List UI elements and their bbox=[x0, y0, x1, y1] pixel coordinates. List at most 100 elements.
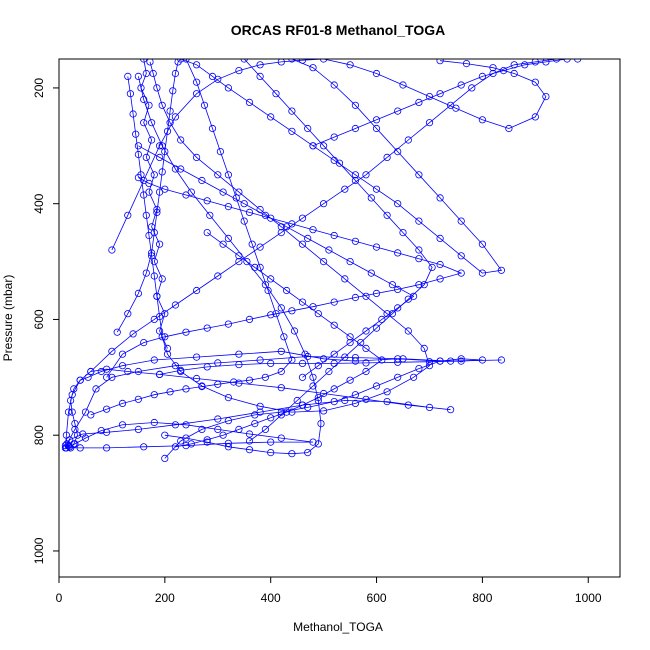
data-point bbox=[446, 406, 455, 414]
data-point bbox=[245, 376, 254, 384]
series-line bbox=[312, 59, 568, 147]
data-point bbox=[457, 252, 465, 260]
data-point bbox=[415, 281, 423, 289]
data-point bbox=[415, 171, 423, 179]
data-point bbox=[171, 301, 179, 309]
data-point bbox=[330, 231, 338, 240]
data-point bbox=[124, 72, 132, 81]
data-point bbox=[198, 176, 206, 185]
data-point bbox=[531, 59, 539, 66]
data-point bbox=[142, 269, 150, 277]
data-point bbox=[436, 260, 444, 269]
data-point bbox=[399, 229, 407, 237]
data-point bbox=[214, 380, 222, 388]
data-point bbox=[288, 127, 296, 135]
data-point bbox=[153, 84, 161, 92]
data-point bbox=[362, 367, 370, 376]
data-point bbox=[163, 350, 172, 358]
y-tick-label: 600 bbox=[32, 309, 46, 329]
data-point bbox=[309, 382, 317, 390]
data-point bbox=[87, 367, 95, 376]
data-point bbox=[103, 444, 111, 452]
data-point bbox=[171, 443, 179, 451]
data-point bbox=[378, 315, 386, 323]
data-point bbox=[150, 257, 158, 266]
data-point bbox=[372, 69, 381, 78]
data-point bbox=[156, 370, 164, 378]
data-point bbox=[309, 142, 317, 150]
data-point bbox=[505, 124, 513, 133]
data-point bbox=[156, 327, 164, 335]
data-point bbox=[219, 240, 227, 248]
data-point bbox=[282, 223, 291, 231]
data-point bbox=[394, 107, 402, 115]
data-point bbox=[325, 246, 333, 254]
data-point bbox=[161, 148, 169, 156]
data-point bbox=[346, 257, 354, 266]
data-point bbox=[219, 188, 227, 196]
data-point bbox=[462, 59, 471, 68]
data-point bbox=[415, 255, 423, 263]
data-point bbox=[193, 286, 201, 295]
data-point bbox=[256, 72, 264, 81]
data-point bbox=[150, 272, 158, 280]
data-point bbox=[171, 421, 179, 429]
data-point bbox=[118, 421, 127, 429]
data-point bbox=[261, 425, 269, 433]
data-point bbox=[235, 360, 243, 369]
data-point bbox=[71, 425, 79, 433]
series-line bbox=[127, 61, 430, 413]
data-point bbox=[301, 350, 309, 358]
data-point bbox=[148, 252, 156, 260]
data-point bbox=[478, 240, 486, 248]
data-point bbox=[314, 310, 322, 318]
data-point bbox=[150, 356, 158, 364]
data-point bbox=[362, 327, 370, 335]
data-point bbox=[245, 430, 254, 438]
data-series bbox=[171, 229, 386, 451]
data-point bbox=[108, 246, 116, 254]
data-point bbox=[216, 148, 224, 156]
x-tick-label: 800 bbox=[472, 591, 492, 605]
data-point bbox=[76, 376, 84, 384]
data-point bbox=[267, 275, 275, 283]
data-point bbox=[351, 101, 359, 109]
data-point bbox=[61, 441, 70, 450]
data-point bbox=[256, 263, 264, 271]
data-point bbox=[150, 391, 158, 399]
data-point bbox=[103, 428, 111, 436]
data-point bbox=[341, 353, 349, 361]
data-point bbox=[134, 367, 142, 376]
data-series bbox=[137, 59, 172, 352]
data-point bbox=[251, 411, 259, 419]
data-point bbox=[351, 399, 359, 407]
data-point bbox=[203, 363, 211, 371]
data-point bbox=[267, 448, 275, 457]
data-point bbox=[409, 373, 418, 381]
data-point bbox=[314, 393, 322, 402]
data-point bbox=[134, 395, 142, 403]
data-point bbox=[497, 266, 505, 274]
data-point bbox=[351, 357, 359, 365]
data-point bbox=[415, 246, 423, 254]
data-point bbox=[163, 344, 172, 352]
data-point bbox=[161, 185, 169, 193]
data-point bbox=[489, 69, 497, 78]
data-point bbox=[288, 408, 296, 416]
data-series bbox=[113, 59, 505, 336]
data-point bbox=[134, 425, 142, 433]
data-point bbox=[298, 298, 307, 306]
data-point bbox=[277, 347, 285, 355]
data-point bbox=[245, 437, 254, 445]
data-point bbox=[388, 281, 396, 289]
data-point bbox=[399, 81, 407, 89]
data-point bbox=[531, 78, 539, 86]
data-point bbox=[261, 373, 269, 381]
data-point bbox=[161, 454, 169, 462]
data-point bbox=[224, 171, 232, 179]
data-point bbox=[140, 59, 148, 63]
data-point bbox=[169, 87, 177, 95]
data-point bbox=[240, 59, 248, 63]
data-point bbox=[267, 311, 275, 319]
data-point bbox=[230, 378, 238, 386]
